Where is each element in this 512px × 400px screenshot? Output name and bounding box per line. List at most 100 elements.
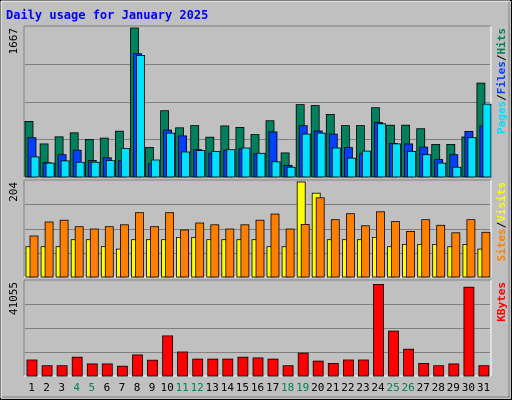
- bar-sites-day-1: [29, 235, 39, 278]
- bars-visits: [25, 181, 491, 278]
- bar-kbytes-day-29: [448, 363, 460, 377]
- x-tick-label-28: 28: [432, 381, 445, 394]
- bar-sites-day-12: [195, 222, 205, 278]
- bar-kbytes-day-10: [162, 335, 174, 377]
- x-tick-label-6: 6: [104, 381, 111, 394]
- x-tick-label-17: 17: [266, 381, 279, 394]
- bar-sites-day-23: [360, 225, 370, 278]
- legend-item: Pages: [495, 101, 508, 134]
- bar-kbytes-day-24: [373, 283, 384, 377]
- chart-title: Daily usage for January 2025: [6, 8, 208, 22]
- bar-sites-day-26: [406, 230, 416, 278]
- bar-sites-day-3: [59, 219, 69, 278]
- bar-kbytes-day-17: [267, 358, 279, 377]
- bar-kbytes-day-25: [388, 330, 399, 377]
- bar-kbytes-day-26: [403, 348, 415, 377]
- x-tick-label-16: 16: [251, 381, 264, 394]
- panel-legend: Sites/Visits: [495, 182, 508, 262]
- bar-sites-day-10: [165, 212, 175, 278]
- bar-kbytes-day-30: [463, 286, 475, 377]
- x-tick-label-31: 31: [477, 381, 490, 394]
- y-max-label: 41055: [7, 282, 20, 315]
- bar-pages-day-30: [467, 137, 477, 178]
- bar-sites-day-14: [225, 228, 235, 278]
- bar-kbytes-day-14: [222, 358, 234, 377]
- x-tick-label-2: 2: [43, 381, 50, 394]
- x-tick-label-13: 13: [206, 381, 219, 394]
- x-tick-label-10: 10: [160, 381, 173, 394]
- bar-kbytes-day-11: [177, 351, 189, 377]
- bar-kbytes-day-15: [237, 356, 249, 377]
- bar-sites-day-6: [104, 226, 114, 278]
- panel-kbytes: 41055 KBytes: [7, 279, 508, 377]
- bar-pages-day-21: [331, 147, 341, 178]
- bar-sites-day-22: [345, 213, 355, 278]
- bar-sites-day-21: [330, 219, 340, 278]
- bar-kbytes-day-28: [433, 365, 445, 377]
- bar-pages-day-29: [452, 166, 462, 178]
- bar-kbytes-day-27: [418, 362, 430, 377]
- x-tick-label-23: 23: [356, 381, 369, 394]
- bar-kbytes-day-31: [478, 365, 490, 377]
- bars-hits: [24, 27, 492, 178]
- bar-pages-day-18: [286, 166, 296, 178]
- bar-kbytes-day-21: [327, 362, 339, 377]
- bar-pages-day-28: [437, 162, 447, 178]
- legend-item: Sites: [495, 228, 508, 261]
- bar-kbytes-day-1: [26, 359, 38, 377]
- panel-legend: Pages/Files/Hits: [495, 28, 508, 134]
- bar-pages-day-12: [196, 150, 206, 178]
- bar-pages-day-2: [45, 162, 55, 178]
- bar-pages-day-26: [407, 151, 417, 178]
- bar-pages-day-20: [316, 132, 326, 178]
- x-tick-label-22: 22: [341, 381, 354, 394]
- bar-sites-day-15: [240, 224, 250, 278]
- legend-item: KBytes: [495, 282, 508, 322]
- bar-sites-day-16: [255, 219, 265, 278]
- bar-kbytes-day-3: [56, 365, 68, 377]
- panel-visits: 204 Sites/Visits: [7, 179, 508, 278]
- bar-sites-day-29: [451, 232, 461, 278]
- bar-sites-day-25: [391, 221, 400, 278]
- bar-sites-day-8: [135, 212, 144, 278]
- x-tick-label-26: 26: [401, 381, 414, 394]
- x-tick-label-27: 27: [417, 381, 430, 394]
- bar-pages-day-6: [105, 160, 115, 178]
- x-tick-label-1: 1: [28, 381, 35, 394]
- bar-sites-day-11: [180, 229, 190, 278]
- bar-pages-day-11: [181, 151, 191, 178]
- bar-pages-day-16: [256, 152, 266, 178]
- bar-pages-day-25: [392, 143, 401, 178]
- bar-sites-day-24: [376, 211, 385, 278]
- bar-pages-day-14: [226, 149, 236, 178]
- bar-pages-day-9: [151, 159, 160, 178]
- bar-sites-day-31: [481, 231, 491, 278]
- bar-kbytes-day-6: [101, 363, 113, 377]
- bar-sites-day-19: [300, 223, 310, 278]
- bar-sites-day-2: [44, 221, 54, 278]
- legend-item: /: [495, 221, 508, 228]
- bar-pages-day-23: [361, 150, 371, 178]
- bar-pages-day-8: [136, 55, 145, 178]
- bar-kbytes-day-4: [71, 356, 83, 377]
- x-tick-label-18: 18: [281, 381, 294, 394]
- legend-item: /: [495, 94, 508, 101]
- x-tick-label-4: 4: [73, 381, 80, 394]
- x-tick-label-11: 11: [176, 381, 189, 394]
- bar-sites-day-13: [210, 224, 220, 278]
- x-tick-label-30: 30: [462, 381, 475, 394]
- x-tick-label-20: 20: [311, 381, 324, 394]
- bar-kbytes-day-23: [357, 359, 369, 377]
- bar-kbytes-day-18: [282, 365, 294, 377]
- bar-pages-day-17: [271, 161, 281, 178]
- bar-sites-day-7: [120, 224, 129, 278]
- bar-pages-day-13: [211, 151, 221, 178]
- bar-kbytes-day-5: [86, 363, 98, 377]
- bars-kbytes: [26, 283, 490, 377]
- bar-kbytes-day-16: [252, 357, 264, 377]
- bar-pages-day-31: [482, 103, 492, 178]
- bar-kbytes-day-19: [297, 352, 309, 377]
- x-tick-label-12: 12: [191, 381, 204, 394]
